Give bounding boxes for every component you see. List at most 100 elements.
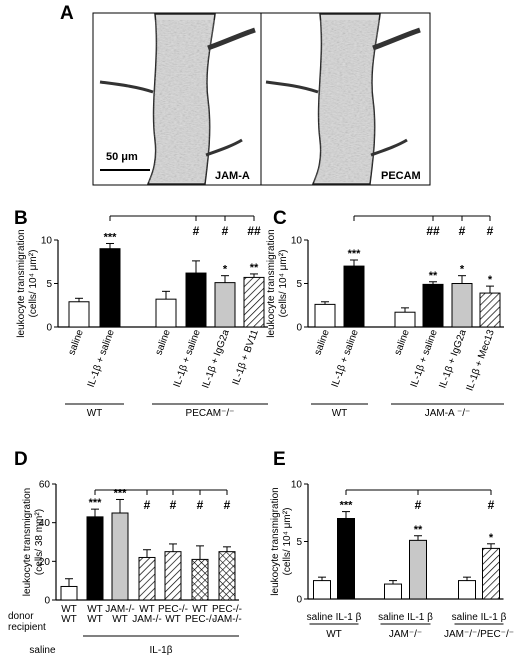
panel-a: A 50 μm JAM-A PECAM [60,3,431,186]
bar [164,551,182,601]
pair-label: saline IL-1 β [307,612,362,623]
bar [384,583,402,600]
group-label: WT [332,408,348,419]
donor-label: PEC-/- [158,604,188,615]
bar [86,516,104,601]
category-label: IL-1β + Mec13 [464,328,497,393]
panel-label: D [14,449,28,470]
significance-hash: # [487,224,494,238]
significance-hash: # [415,498,422,512]
y-tick-label: 5 [46,279,52,290]
pair-label: saline IL-1 β [452,612,507,623]
y-tick-label: 10 [291,480,303,491]
category-label: IL-1β + IgG2a [200,328,232,390]
donor-label: PEC-/- [212,604,242,615]
row-label-donor: donor [8,611,34,622]
recipient-label: WT [61,614,77,625]
y-tick-label: 20 [39,557,51,568]
group-label: JAM⁻/⁻/PEC⁻/⁻ [444,629,514,640]
category-label: IL-1β + saline [409,328,440,389]
significance-hash: ## [247,224,261,238]
significance-stars: ** [429,270,438,282]
category-label: saline [393,328,412,357]
recipient-label: WT [112,614,128,625]
group-label: WT [326,629,342,640]
bar [458,580,476,600]
y-tick-label: 5 [296,279,302,290]
significance-stars: * [488,274,493,286]
bar [111,512,129,601]
bar [60,585,78,601]
y-tick-label: 10 [291,236,303,247]
group-label: PECAM⁻/⁻ [186,408,235,419]
stain-label-pecam: PECAM [381,170,421,182]
significance-stars: *** [89,497,103,509]
category-label: IL-1β + IgG2a [437,328,469,390]
row-label-recipient: recipient [8,622,46,633]
bar [218,551,236,601]
group-label: WT [87,408,103,419]
pair-label: saline IL-1 β [378,612,433,623]
significance-stars: *** [340,500,354,512]
bar [343,265,365,328]
significance-hash: # [222,224,229,238]
recipient-label: WT [165,614,181,625]
y-tick-label: 10 [41,236,53,247]
y-tick-label: 60 [39,480,51,491]
bar [99,248,121,328]
category-label: saline [313,328,332,357]
micrograph-jam-a [99,13,256,185]
bar [314,303,336,328]
bar [68,301,90,328]
y-tick-label: 40 [39,518,51,529]
recipient-label: JAM-/- [212,614,241,625]
significance-hash: # [144,498,151,512]
bar [313,580,331,600]
panel-label: B [14,208,28,229]
significance-stars: *** [348,248,362,260]
y-axis-label: leukocyte transmigration(cells/ 38 mm²) [22,488,45,596]
y-tick-label: 5 [296,537,302,548]
bar [337,518,355,600]
bar [243,276,265,328]
micrograph-pecam [265,13,421,185]
significance-hash: # [197,498,204,512]
category-label: saline [67,328,86,357]
bar [138,556,156,601]
donor-label: WT [192,604,208,615]
y-tick-label: 0 [46,323,52,334]
donor-label: WT [61,604,77,615]
significance-stars: ** [414,524,423,536]
panel-a-label: A [60,3,74,24]
significance-hash: # [193,224,200,238]
group-label: IL-1β [150,645,173,656]
bar [394,311,416,328]
donor-label: WT [87,604,103,615]
bar [191,558,209,601]
recipient-label: JAM-/- [132,614,161,625]
y-tick-label: 0 [296,323,302,334]
y-axis-label: leukocyte transmigration(cells/ 10⁴ μm²) [266,229,289,337]
significance-stars: * [489,532,494,544]
group-label: JAM-A ⁻/⁻ [425,408,471,419]
bar [155,298,177,328]
y-axis-label: leukocyte transmigration(cells/ 10⁴ μm²) [270,487,293,595]
bar [409,539,427,600]
category-label: saline [154,328,173,357]
significance-hash: ## [426,224,440,238]
significance-stars: *** [104,231,118,243]
y-tick-label: 0 [296,595,302,606]
significance-hash: # [459,224,466,238]
significance-stars: *** [114,487,128,499]
category-label: IL-1β + saline [86,328,117,389]
recipient-label: PEC-/- [185,614,215,625]
scale-bar-label: 50 μm [106,151,138,163]
y-axis-label: leukocyte transmigration(cells/ 10⁴ μm²) [16,229,39,337]
bar [482,547,500,600]
group-label: saline [29,645,56,656]
